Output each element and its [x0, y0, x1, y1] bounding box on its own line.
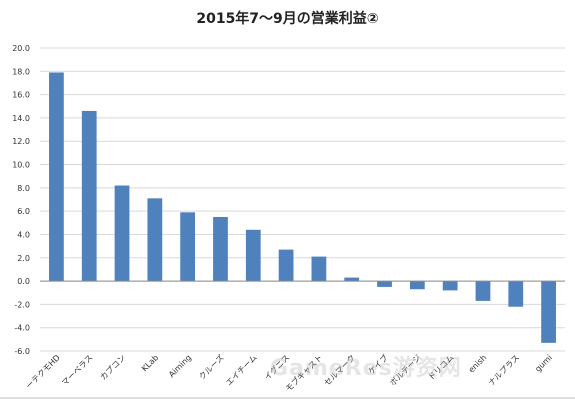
bar [311, 256, 327, 282]
y-tick-label: 14.0 [12, 114, 30, 123]
bar [147, 198, 163, 282]
bar [49, 72, 64, 282]
y-tick-label: 4.0 [17, 230, 30, 239]
y-tick-label: 12.0 [12, 137, 30, 146]
y-tick-label: -6.0 [14, 347, 30, 356]
bar [180, 212, 196, 282]
bar [213, 216, 228, 282]
bar [81, 110, 97, 282]
y-tick-label: 2.0 [17, 254, 30, 263]
x-category-label: Aiming [167, 353, 193, 379]
y-tick-label: 10.0 [12, 161, 30, 170]
bar [245, 229, 261, 282]
x-category-label: ーテクモHD [24, 353, 62, 391]
x-category-label: ナルプラス [487, 353, 522, 388]
bar [114, 185, 130, 282]
y-tick-label: -4.0 [14, 324, 30, 333]
chart-title: 2015年7〜9月の営業利益② [196, 11, 379, 27]
bar [508, 281, 524, 307]
x-category-label: カプコン [98, 353, 127, 382]
bar [475, 281, 491, 301]
x-category-label: クルーズ [197, 352, 226, 381]
x-category-label: KLab [140, 353, 160, 373]
y-tick-label: 20.0 [12, 44, 30, 53]
x-category-label: enish [467, 353, 489, 375]
bar [409, 281, 425, 290]
bar [541, 281, 556, 343]
bar [344, 277, 360, 282]
bar [278, 249, 294, 282]
x-category-label: マーベラス [60, 353, 95, 388]
x-category-label: gumi [533, 353, 554, 374]
y-tick-label: 0.0 [17, 277, 30, 286]
x-category-label: エイチーム [224, 353, 258, 387]
y-tick-label: -2.0 [14, 300, 30, 309]
y-tick-label: 8.0 [17, 184, 30, 193]
y-tick-label: 18.0 [12, 67, 30, 76]
y-tick-label: 6.0 [17, 207, 30, 216]
y-tick-label: 16.0 [12, 91, 30, 100]
bar [377, 281, 392, 287]
bar [442, 281, 458, 291]
watermark-text: GameRes游资网 [270, 356, 462, 381]
